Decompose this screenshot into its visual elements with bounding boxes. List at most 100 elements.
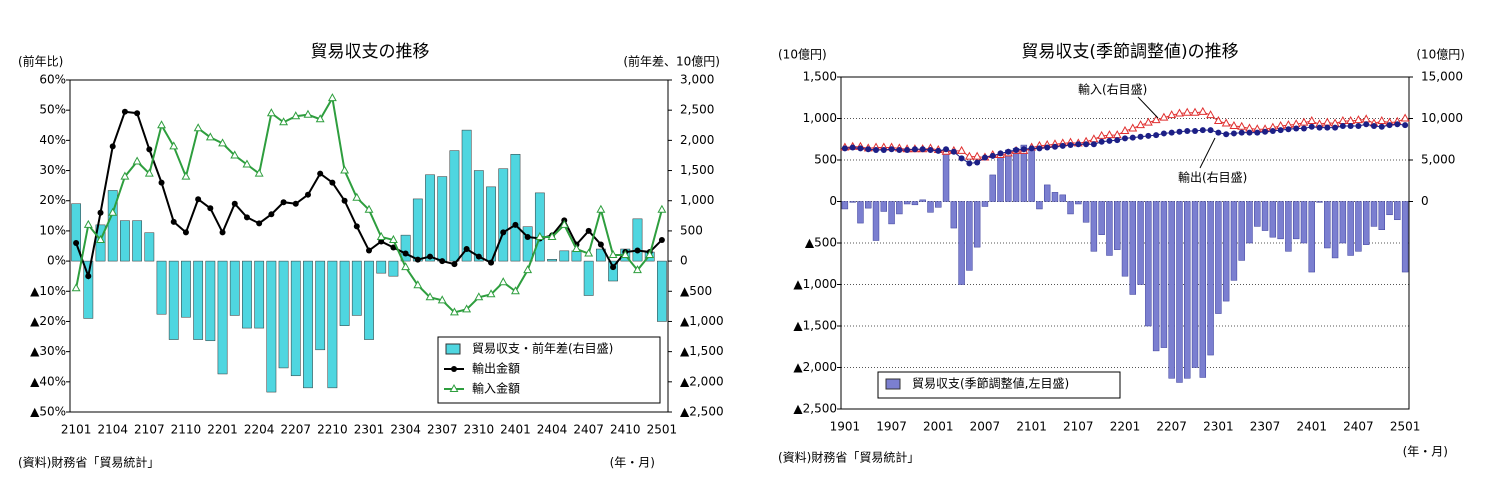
y2-tick-label: 15,000 — [1421, 70, 1463, 84]
point — [279, 117, 289, 126]
point — [966, 160, 973, 167]
chart-title: 貿易収支(季節調整値)の推移 — [1021, 42, 1238, 62]
point — [390, 244, 397, 251]
bar — [217, 260, 228, 375]
point — [488, 259, 495, 266]
bar — [1246, 201, 1253, 244]
bar — [1238, 201, 1245, 261]
point — [1285, 126, 1292, 133]
point — [427, 253, 434, 260]
point — [71, 283, 81, 292]
point — [1332, 124, 1339, 131]
point — [85, 273, 92, 280]
bar — [973, 201, 981, 248]
bar — [1191, 201, 1199, 368]
y-tick-label: 30% — [39, 163, 66, 177]
point — [121, 108, 128, 115]
point — [97, 209, 104, 216]
point — [1059, 142, 1066, 149]
point — [134, 110, 141, 117]
point — [219, 229, 226, 236]
bar — [1362, 201, 1370, 245]
point — [1184, 127, 1191, 134]
bar — [966, 201, 973, 271]
bar — [896, 201, 903, 215]
bar — [1401, 201, 1409, 273]
point — [243, 214, 250, 221]
bar — [1152, 201, 1160, 352]
x-tick-label: 2307 — [1250, 420, 1281, 434]
point — [1206, 110, 1216, 119]
point — [144, 168, 154, 177]
bar — [168, 260, 179, 340]
point — [1238, 129, 1245, 136]
y2-tick-label: 500 — [680, 223, 703, 237]
point — [1355, 122, 1362, 129]
point — [1347, 122, 1354, 129]
point — [1223, 131, 1230, 138]
point — [873, 147, 880, 154]
point — [1176, 128, 1183, 135]
point — [1145, 132, 1152, 139]
point — [1308, 123, 1315, 130]
point — [1075, 141, 1082, 148]
point — [1229, 120, 1239, 129]
bar — [229, 260, 240, 316]
point — [880, 147, 887, 154]
y-tick-label: 20% — [39, 193, 66, 207]
point — [1168, 129, 1175, 136]
point — [242, 159, 252, 168]
x-tick-label: 2204 — [244, 423, 275, 437]
point — [268, 211, 275, 218]
point — [888, 146, 895, 153]
x-tick-label: 2107 — [134, 423, 165, 437]
bar — [510, 153, 521, 262]
point — [1090, 141, 1097, 148]
point — [523, 265, 533, 274]
annotation: 輸出(右目盛) — [1178, 170, 1247, 185]
point — [341, 197, 348, 204]
point — [169, 141, 179, 150]
bar — [144, 232, 155, 262]
point — [195, 196, 202, 203]
point — [132, 156, 142, 165]
point — [1307, 115, 1317, 124]
y-tick-label: ▲1,500 — [793, 319, 837, 333]
legend-label: 貿易収支・前年差(右目盛) — [472, 341, 613, 356]
y2-tick-label: 2,500 — [680, 103, 714, 117]
bar — [1121, 201, 1129, 277]
y-tick-label: ▲10% — [30, 284, 66, 298]
y-tick-label: ▲50% — [30, 405, 66, 419]
y2-axis-label: (10億円) — [1416, 48, 1465, 62]
bar — [608, 260, 618, 282]
point — [230, 150, 240, 159]
point — [1324, 124, 1331, 131]
point — [292, 200, 299, 207]
point — [364, 204, 374, 213]
bar — [1269, 201, 1277, 238]
point — [1353, 115, 1363, 124]
point — [658, 236, 665, 243]
x-tick-label: 2107 — [1063, 420, 1094, 434]
point — [1213, 115, 1223, 124]
point — [218, 138, 227, 147]
bar — [461, 129, 472, 262]
bar — [1254, 201, 1261, 227]
point — [1122, 135, 1128, 142]
bar — [1020, 144, 1028, 202]
y-tick-label: 50% — [39, 103, 66, 117]
bar — [120, 220, 130, 262]
bar — [412, 198, 423, 262]
bar — [559, 250, 570, 262]
point — [182, 229, 189, 236]
point — [1262, 128, 1269, 135]
point — [610, 264, 617, 271]
point — [1051, 143, 1058, 150]
bar — [1051, 192, 1059, 202]
y2-tick-label: 10,000 — [1421, 111, 1463, 125]
bar — [880, 201, 888, 212]
x-tick-label: 2101 — [61, 423, 92, 437]
bar — [486, 186, 496, 262]
bar — [989, 174, 996, 202]
point — [634, 247, 641, 254]
